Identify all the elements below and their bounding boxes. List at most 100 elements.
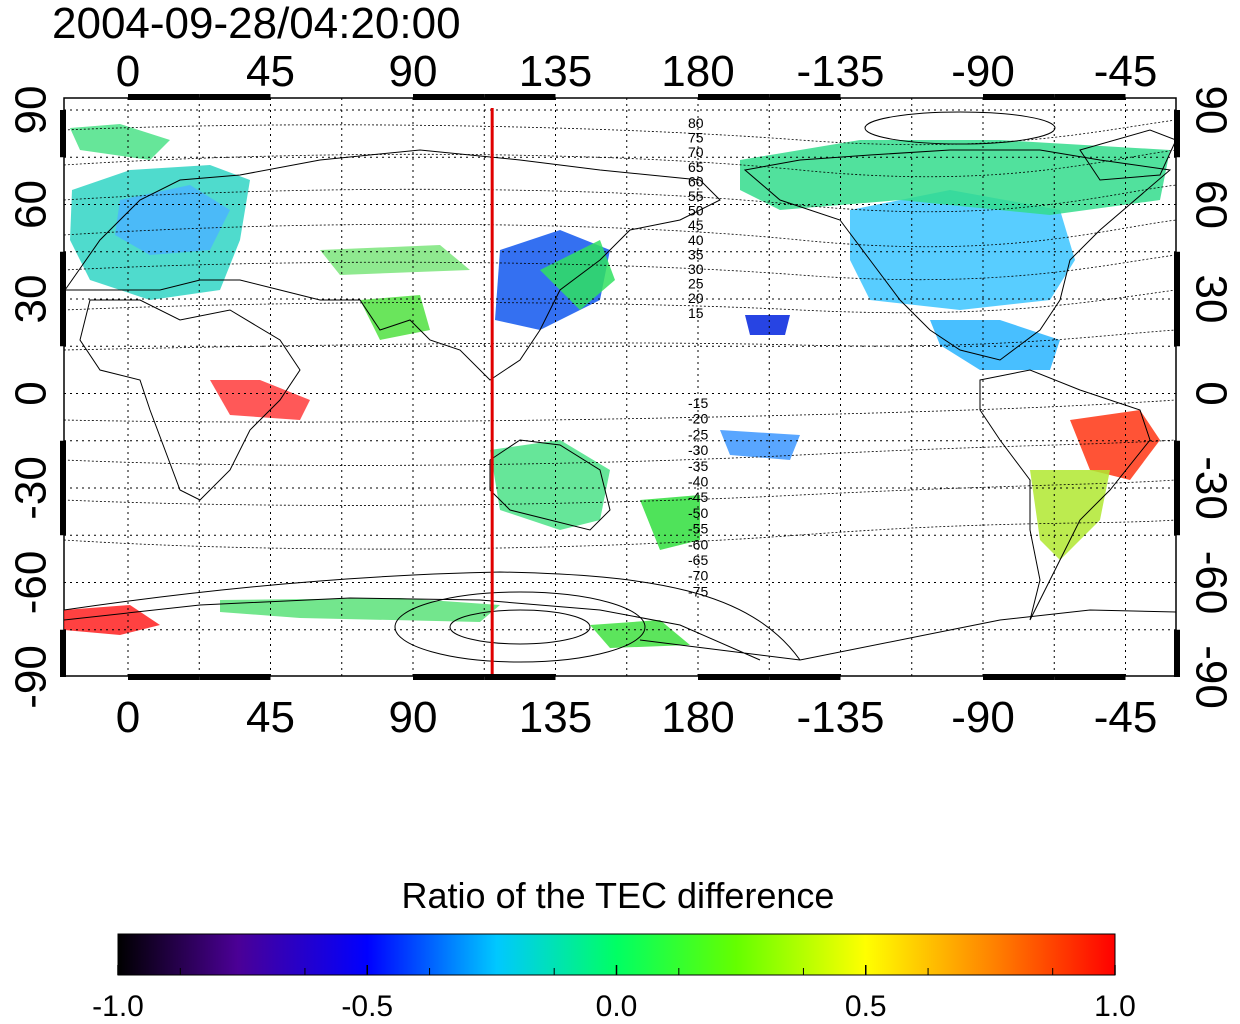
lon-tick-label-bottom: -135 — [796, 693, 884, 742]
contour-label: -60 — [688, 536, 708, 552]
colorbar-title: Ratio of the TEC difference — [402, 875, 835, 916]
contour-label: -25 — [688, 426, 708, 442]
tick-bar-top — [1054, 94, 1126, 100]
lat-tick-label-left: 90 — [7, 86, 56, 135]
tick-bar-left — [60, 488, 66, 536]
tick-bar-bottom — [1054, 674, 1126, 680]
lon-tick-label-bottom: -45 — [1094, 693, 1158, 742]
contour-label: -30 — [688, 442, 708, 458]
tec-patch-central-america — [930, 320, 1060, 370]
lat-tick-label-right: -90 — [1186, 645, 1235, 709]
lon-tick-label-bottom: 135 — [519, 693, 592, 742]
contour-label: -70 — [688, 568, 708, 584]
contour-label: 65 — [688, 159, 704, 175]
lon-tick-label-top: 180 — [661, 47, 734, 96]
tec-patch-argentina — [1030, 470, 1110, 560]
lon-tick-label-bottom: -90 — [951, 693, 1015, 742]
lat-tick-label-right: -60 — [1186, 551, 1235, 615]
colorbar-tick-label: 0.0 — [596, 990, 638, 1023]
tick-bar-right — [1174, 488, 1180, 536]
tick-bar-bottom — [698, 674, 770, 680]
tick-bar-right — [1174, 299, 1180, 347]
contour-label: 80 — [688, 115, 704, 131]
colorbar-ticks: -1.0 -0.5 0.0 0.5 1.0 — [92, 965, 1136, 1023]
tick-bar-top — [484, 94, 556, 100]
lon-tick-label-bottom: 0 — [116, 693, 140, 742]
contour-label: -40 — [688, 474, 708, 490]
tick-bar-bottom — [484, 674, 556, 680]
tick-bar-right — [1174, 629, 1180, 677]
contour-label: -65 — [688, 552, 708, 568]
contour-label: -35 — [688, 458, 708, 474]
tick-bar-bottom — [413, 674, 485, 680]
lon-tick-label-bottom: 180 — [661, 693, 734, 742]
tec-patch-brazil — [1070, 410, 1160, 480]
tec-patch-antarctic — [220, 598, 500, 622]
tick-bar-left — [60, 440, 66, 488]
lat-tick-label-right: 0 — [1186, 381, 1235, 405]
lon-axis-bottom: 0 45 90 135 180 -135 -90 -45 — [116, 693, 1158, 742]
contour-label: 25 — [688, 276, 704, 292]
tick-bar-left — [60, 629, 66, 677]
contour-label: 35 — [688, 246, 704, 262]
tick-bar-top — [199, 94, 271, 100]
lat-axis-left: 90 60 30 0 -30 -60 -90 — [7, 86, 56, 709]
contour-label: 45 — [688, 217, 704, 233]
graticule — [64, 98, 1176, 676]
lon-tick-label-top: -135 — [796, 47, 884, 96]
colorbar-tick-label: -1.0 — [92, 990, 144, 1023]
axis-tick-bars — [60, 94, 1180, 680]
tick-bar-left — [60, 299, 66, 347]
contour-label: -75 — [688, 583, 708, 599]
colorbar-tick-label: -0.5 — [341, 990, 393, 1023]
tec-patch-new-zealand — [640, 495, 700, 550]
contour-label: 15 — [688, 305, 704, 321]
lat-tick-label-left: -30 — [7, 456, 56, 520]
colorbar-tick-label: 0.5 — [845, 990, 887, 1023]
lat-axis-right: 90 60 30 0 -30 -60 -90 — [1186, 86, 1235, 709]
lon-tick-label-top: 45 — [246, 47, 295, 96]
tick-bar-right — [1174, 440, 1180, 488]
tec-patch-africa-red — [210, 380, 310, 420]
coastline-eurasia — [64, 149, 721, 381]
tec-patch-antarctic-east — [590, 620, 690, 648]
lon-tick-label-top: -90 — [951, 47, 1015, 96]
lon-tick-label-top: -45 — [1094, 47, 1158, 96]
contour-label: -50 — [688, 505, 708, 521]
contour-label: 30 — [688, 261, 704, 277]
tec-patch-pacific-blue — [745, 315, 790, 335]
lon-axis-top: 0 45 90 135 180 -135 -90 -45 — [116, 47, 1158, 96]
tec-patch-south-pacific-blue — [720, 430, 800, 460]
lat-tick-label-left: 60 — [7, 180, 56, 229]
colorbar: Ratio of the TEC difference -1.0 -0.5 0.0 0… — [92, 875, 1136, 1023]
tick-bar-top — [698, 94, 770, 100]
tick-bar-bottom — [199, 674, 271, 680]
tick-bar-top — [128, 94, 200, 100]
tick-bar-right — [1174, 110, 1180, 158]
coastline-australia — [489, 439, 611, 531]
tick-bar-bottom — [983, 674, 1055, 680]
tec-patch-arctic-europe — [70, 124, 170, 160]
coastline-antarctica — [64, 597, 1176, 661]
lon-tick-label-top: 90 — [389, 47, 438, 96]
tick-bar-bottom — [128, 674, 200, 680]
lat-tick-label-right: 90 — [1186, 86, 1235, 135]
timestamp-title: 2004-09-28/04:20:00 — [52, 0, 461, 48]
lat-tick-label-right: 60 — [1186, 180, 1235, 229]
tec-patch-canada — [740, 140, 1170, 215]
contour-label: -45 — [688, 489, 708, 505]
contour-label: 70 — [688, 144, 704, 160]
polar-contours — [64, 111, 1056, 663]
coastline-south-america — [979, 369, 1151, 621]
lat-tick-label-right: -30 — [1186, 456, 1235, 520]
tec-data-patches — [64, 124, 1170, 648]
contour-label: -20 — [688, 411, 708, 427]
lon-tick-label-top: 135 — [519, 47, 592, 96]
lat-tick-label-left: -60 — [7, 551, 56, 615]
contour-label: 75 — [688, 130, 704, 146]
contour-label: -55 — [688, 521, 708, 537]
tick-bar-top — [983, 94, 1055, 100]
lat-tick-label-left: 30 — [7, 275, 56, 324]
